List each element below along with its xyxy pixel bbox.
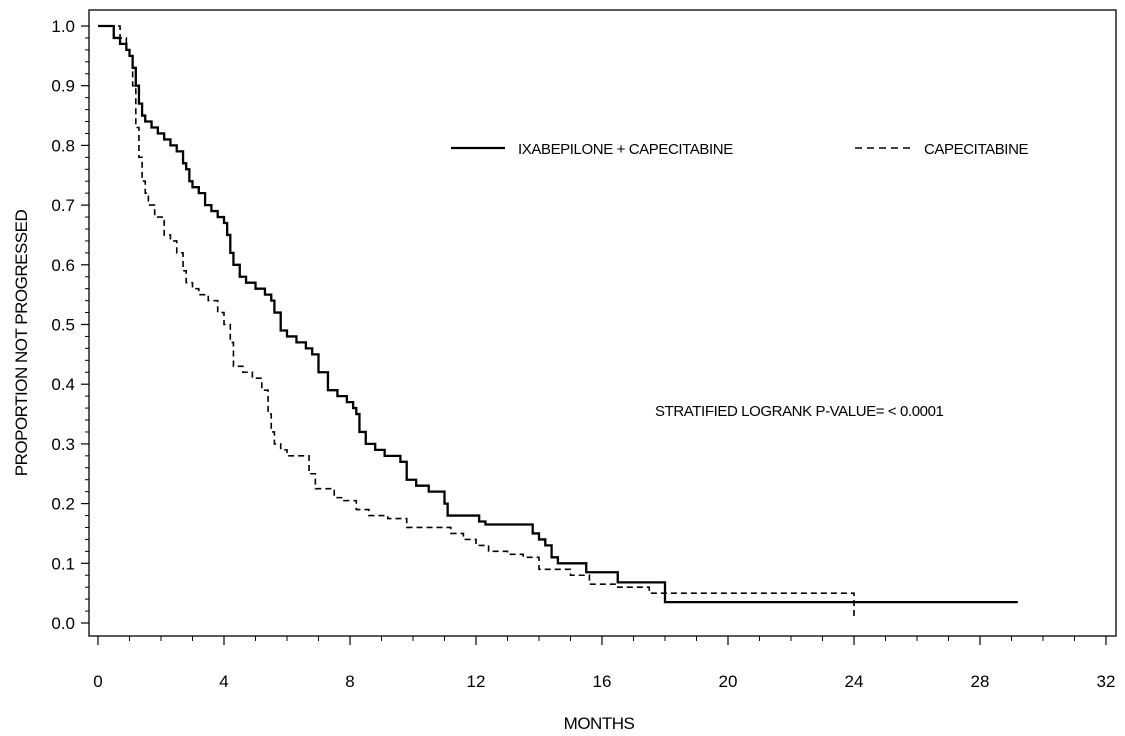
series-line-capecitabine xyxy=(98,25,855,621)
y-tick-label: 0.1 xyxy=(51,554,75,573)
y-tick-label: 0.4 xyxy=(51,375,75,394)
y-tick-label: 0.0 xyxy=(51,614,75,633)
x-tick-label: 4 xyxy=(219,672,228,691)
x-tick-label: 8 xyxy=(345,672,354,691)
x-tick-label: 12 xyxy=(467,672,486,691)
y-axis-title: PROPORTION NOT PROGRESSED xyxy=(12,210,31,477)
y-tick-label: 0.6 xyxy=(51,256,75,275)
x-tick-label: 28 xyxy=(971,672,990,691)
y-tick-label: 0.2 xyxy=(51,495,75,514)
y-axis: 0.0 0.1 0.2 0.3 0.4 0.5 0.6 0.7 0.8 0.9 1.0 xyxy=(51,17,89,633)
y-tick-label: 0.8 xyxy=(51,136,75,155)
series-layer xyxy=(98,24,1018,621)
x-tick-label: 0 xyxy=(93,672,102,691)
y-tick-label: 0.9 xyxy=(51,77,75,96)
legend-label-series-2: CAPECITABINE xyxy=(924,141,1029,158)
x-tick-label: 32 xyxy=(1097,672,1116,691)
plot-frame xyxy=(88,9,1117,637)
x-tick-label: 20 xyxy=(719,672,738,691)
x-axis-title: MONTHS xyxy=(564,714,635,733)
legend: IXABEPILONE + CAPECITABINE CAPECITABINE xyxy=(451,141,1029,158)
y-tick-label: 0.3 xyxy=(51,435,75,454)
y-tick-label: 0.5 xyxy=(51,316,75,335)
y-tick-label: 1.0 xyxy=(51,17,75,36)
x-axis: 0 4 8 12 16 20 24 28 32 xyxy=(93,636,1115,691)
legend-label-series-1: IXABEPILONE + CAPECITABINE xyxy=(518,141,733,158)
x-tick-label: 16 xyxy=(593,672,612,691)
x-tick-label: 24 xyxy=(845,672,864,691)
logrank-annotation: STRATIFIED LOGRANK P-VALUE= < 0.0001 xyxy=(655,403,944,420)
series-line-ixabepilone-capecitabine xyxy=(98,24,1018,604)
y-tick-label: 0.7 xyxy=(51,196,75,215)
